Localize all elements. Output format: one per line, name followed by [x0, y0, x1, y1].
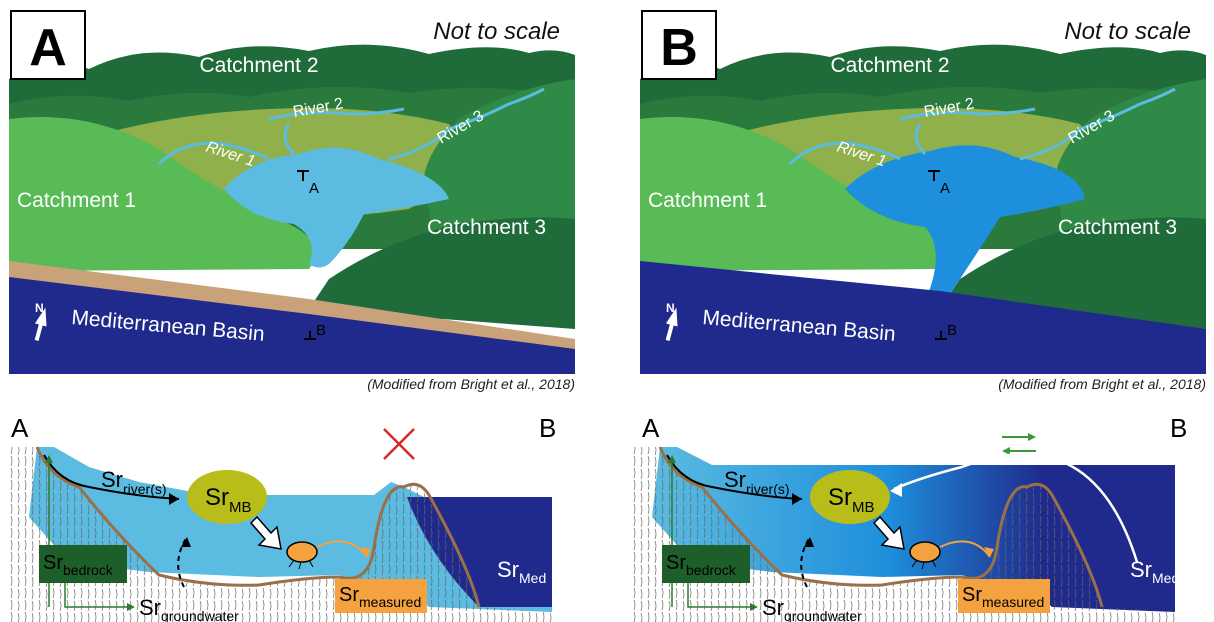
catchment-1-label: Catchment 1 [17, 189, 136, 212]
north-label: N [666, 301, 675, 315]
catchment-3-label: Catchment 3 [427, 216, 546, 239]
closed-cross-icon [383, 428, 415, 460]
sr-mb-label: SrMB [828, 484, 875, 516]
ostracod-icon [286, 541, 318, 563]
section-point-a: A [940, 180, 950, 197]
sr-mb-label: SrMB [205, 484, 252, 516]
section-right-label: B [539, 413, 556, 443]
panel-letter: A [29, 19, 67, 77]
credit: (Modified from Bright et al., 2018) [367, 376, 575, 392]
catchment-2-label: Catchment 2 [830, 54, 949, 77]
sr-river-label: Srriver(s) [101, 467, 167, 497]
section-right-label: B [1170, 413, 1187, 443]
panel-letter: B [660, 19, 698, 77]
sr-bedrock-label: Srbedrock [666, 552, 737, 578]
section-b: A B Srriver(s) SrMB [632, 407, 1202, 622]
section-left-label: A [642, 413, 660, 443]
sr-mb-ellipse [810, 470, 890, 524]
catchment-2-label: Catchment 2 [199, 54, 318, 77]
exchange-arrows-icon [1002, 433, 1036, 455]
section-point-a: A [309, 180, 319, 197]
map-b: B Not to scale Catchment 2 Catchment 1 C… [640, 9, 1206, 374]
not-to-scale-label: Not to scale [1064, 18, 1191, 45]
catchment-3-label: Catchment 3 [1058, 216, 1177, 239]
section-point-b: B [947, 322, 957, 339]
ostracod-icon [909, 541, 941, 563]
not-to-scale-label: Not to scale [433, 18, 560, 45]
sr-river-label: Srriver(s) [724, 467, 790, 497]
north-label: N [35, 301, 44, 315]
section-a: A B Srriver(s) SrMB [9, 407, 579, 622]
lake-a [224, 147, 449, 268]
sr-med-label: SrMed [1130, 557, 1179, 586]
credit: (Modified from Bright et al., 2018) [998, 376, 1206, 392]
sr-bedrock-label: Srbedrock [43, 552, 114, 578]
panel-b: B Not to scale Catchment 2 Catchment 1 C… [632, 9, 1206, 622]
sr-measured-label: Srmeasured [962, 584, 1044, 610]
sr-mb-ellipse [187, 470, 267, 524]
catchment-1-label: Catchment 1 [648, 189, 767, 212]
map-a: A Not to scale Catchment 2 Catchment 1 C… [9, 9, 575, 374]
lake-b [845, 145, 1085, 299]
sr-measured-label: Srmeasured [339, 584, 421, 610]
section-left-label: A [11, 413, 29, 443]
sr-med-label: SrMed [497, 557, 546, 586]
panel-a: A Not to scale Catchment 2 Catchment 1 C… [9, 9, 575, 622]
section-point-b: B [316, 322, 326, 339]
